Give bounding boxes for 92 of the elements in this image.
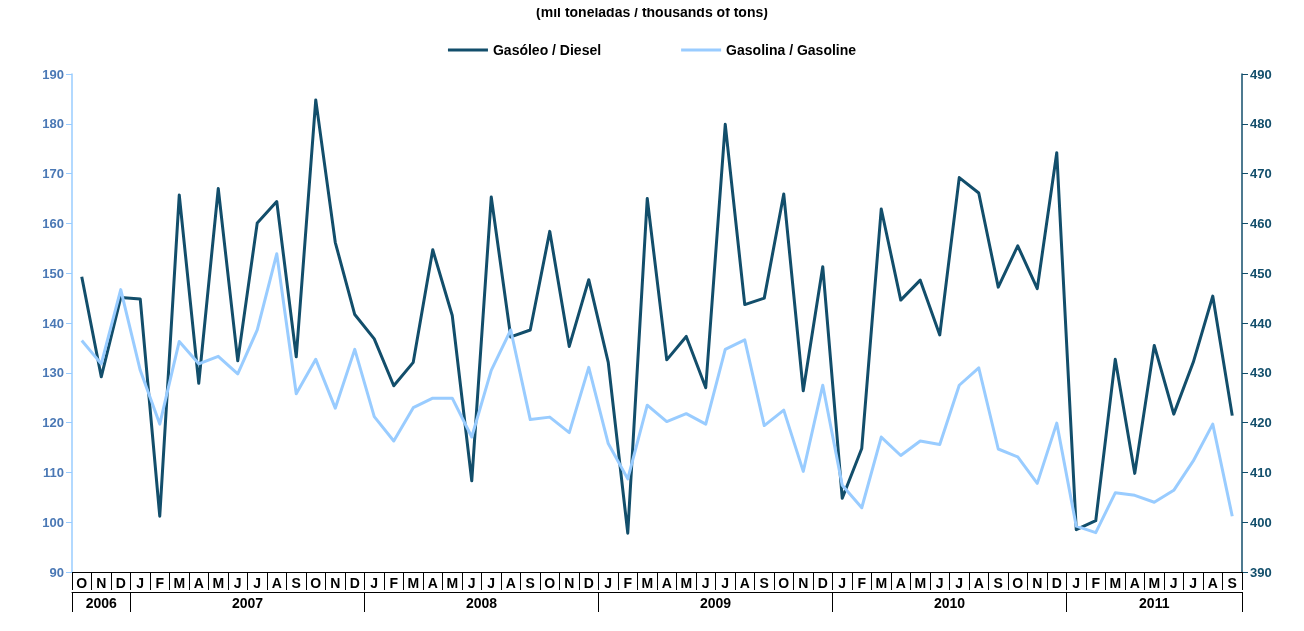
x-tick-label: F: [389, 575, 399, 591]
x-tick-label: S: [291, 575, 301, 591]
x-tick-label: F: [155, 575, 165, 591]
y2-tick-label: 490: [1250, 66, 1272, 82]
x-tick-label: J: [467, 575, 476, 591]
x-tick-label: M: [1148, 575, 1161, 591]
y-tick-label: 90: [49, 564, 64, 580]
x-tick-label: M: [875, 575, 888, 591]
x-tick-label: F: [857, 575, 867, 591]
x-tick-label: A: [739, 575, 750, 591]
x-tick-label: A: [193, 575, 204, 591]
x-tick-label: J: [1072, 575, 1081, 591]
x-tick-label: M: [173, 575, 186, 591]
text: 2011: [1139, 595, 1170, 611]
line-series: [80, 98, 1234, 535]
line-series: [80, 252, 1234, 535]
x-tick-label: N: [330, 575, 341, 591]
x-tick-label: A: [505, 575, 516, 591]
x-tick-label: M: [680, 575, 693, 591]
x-tick-label: J: [721, 575, 730, 591]
legend-label: Gasóleo / Diesel: [492, 42, 602, 58]
x-tick-label: J: [253, 575, 262, 591]
x-tick-label: A: [1129, 575, 1140, 591]
y-tick-label: 190: [42, 66, 64, 82]
x-tick-label: J: [701, 575, 710, 591]
x-tick-label: A: [661, 575, 672, 591]
x-tick-label: O: [310, 575, 322, 591]
x-tick-label: S: [1227, 575, 1237, 591]
text: 2009: [699, 595, 732, 611]
x-tick-label: A: [271, 575, 282, 591]
y2-tick-label: 430: [1250, 365, 1272, 381]
text: 2008: [465, 595, 498, 611]
legend-label: Gasolina / Gasoline: [726, 42, 857, 58]
x-tick-label: D: [349, 575, 360, 591]
y-tick-label: 180: [42, 116, 64, 132]
text: 2006: [85, 595, 118, 611]
y2-tick-label: 400: [1250, 514, 1272, 530]
x-tick-label: J: [233, 575, 242, 591]
x-tick-label: M: [1109, 575, 1122, 591]
x-tick-label: D: [583, 575, 594, 591]
x-tick-label: S: [993, 575, 1003, 591]
x-tick-label: A: [973, 575, 984, 591]
x-tick-label: N: [798, 575, 809, 591]
y2-tick-label: 410: [1250, 464, 1272, 480]
x-tick-label: M: [914, 575, 927, 591]
x-tick-label: J: [955, 575, 964, 591]
x-tick-label: S: [759, 575, 769, 591]
y2-tick-label: 450: [1250, 265, 1272, 281]
x-tick-label: D: [1051, 575, 1062, 591]
y2-tick-label: 440: [1250, 315, 1272, 331]
x-tick-label: D: [115, 575, 126, 591]
y-tick-label: 160: [42, 215, 64, 231]
x-tick-label: J: [838, 575, 847, 591]
y-tick-label: 130: [42, 365, 64, 381]
text: 2007: [231, 595, 264, 611]
x-tick-label: M: [212, 575, 225, 591]
x-tick-label: J: [1169, 575, 1178, 591]
x-tick-label: J: [1189, 575, 1198, 591]
x-tick-label: M: [446, 575, 459, 591]
y-tick-label: 140: [42, 315, 64, 331]
y2-tick-label: 420: [1250, 415, 1272, 431]
x-tick-label: O: [778, 575, 790, 591]
x-tick-label: N: [564, 575, 575, 591]
y2-tick-label: 460: [1250, 215, 1272, 231]
x-tick-label: M: [641, 575, 654, 591]
x-tick-label: J: [487, 575, 496, 591]
x-tick-label: N: [96, 575, 107, 591]
x-tick-label: O: [76, 575, 88, 591]
x-tick-label: F: [1091, 575, 1101, 591]
x-tick-label: A: [427, 575, 438, 591]
y-tick-label: 170: [42, 166, 64, 182]
x-tick-label: A: [1207, 575, 1218, 591]
y-tick-label: 120: [42, 415, 64, 431]
x-tick-label: J: [370, 575, 379, 591]
x-tick-label: D: [817, 575, 828, 591]
x-tick-label: J: [935, 575, 944, 591]
x-tick-label: S: [525, 575, 535, 591]
y2-tick-label: 470: [1250, 166, 1272, 182]
x-tick-label: J: [604, 575, 613, 591]
x-tick-label: M: [407, 575, 420, 591]
x-tick-label: F: [623, 575, 633, 591]
y-tick-label: 110: [43, 464, 64, 480]
y-tick-label: 100: [42, 514, 64, 530]
x-tick-label: N: [1032, 575, 1043, 591]
y-tick-label: 150: [42, 265, 64, 281]
x-tick-label: O: [1012, 575, 1024, 591]
x-tick-label: O: [544, 575, 556, 591]
text: 2010: [933, 595, 966, 611]
y2-tick-label: 480: [1250, 116, 1272, 132]
x-tick-label: J: [136, 575, 145, 591]
y2-tick-label: 390: [1250, 564, 1272, 580]
x-tick-label: A: [895, 575, 906, 591]
